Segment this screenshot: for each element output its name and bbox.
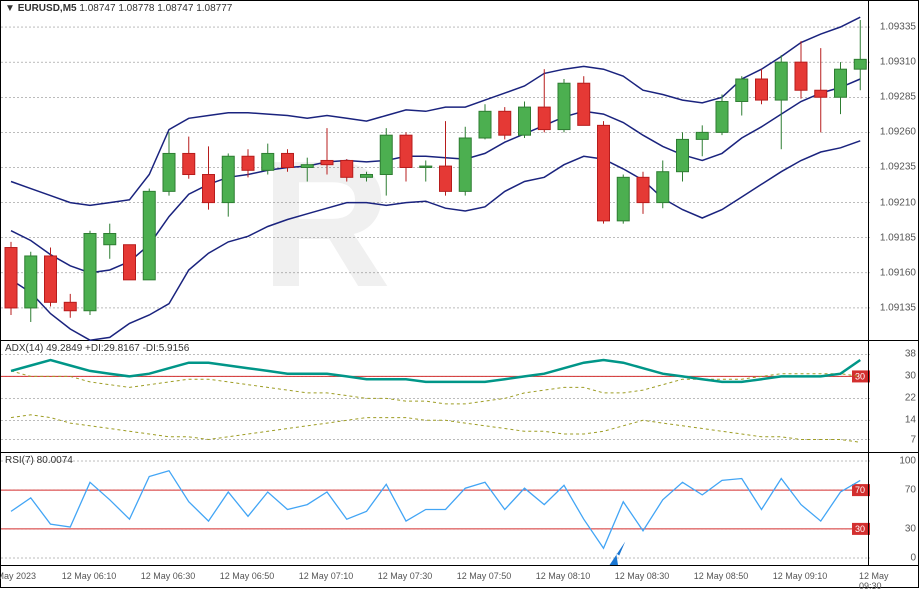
price-panel[interactable]: ▼ EURUSD,M5 1.08747 1.08778 1.08747 1.08…: [1, 1, 918, 341]
xaxis-label: 12 May 08:50: [694, 571, 749, 581]
svg-text:70: 70: [855, 485, 865, 495]
rsi-chart[interactable]: 70 30: [1, 453, 870, 566]
xaxis-label: 12 May 09:30: [859, 571, 899, 591]
svg-text:30: 30: [855, 371, 865, 381]
xaxis-label: 12 May 06:10: [62, 571, 117, 581]
rsi-arrow-icon: [605, 541, 625, 566]
xaxis-label: 12 May 08:30: [615, 571, 670, 581]
price-chart[interactable]: [1, 1, 870, 341]
xaxis-label: 12 May 06:50: [220, 571, 275, 581]
price-yaxis: 1.093351.093101.092851.092601.092351.092…: [868, 1, 918, 340]
svg-text:30: 30: [855, 524, 865, 534]
dropdown-icon[interactable]: ▼: [5, 3, 18, 14]
adx-yaxis: 383022147: [868, 341, 918, 452]
chart-title: ▼ EURUSD,M5 1.08747 1.08778 1.08747 1.08…: [5, 3, 232, 14]
chart-container: R ▼ EURUSD,M5 1.08747 1.08778 1.08747 1.…: [0, 0, 919, 588]
xaxis-label: 12 May 06:30: [141, 571, 196, 581]
adx-title: ADX(14) 49.2849 +DI:29.8167 -DI:5.9156: [5, 343, 189, 354]
xaxis-label: 12 May 07:30: [378, 571, 433, 581]
rsi-panel[interactable]: RSI(7) 80.0074 70 30 10070300: [1, 453, 918, 566]
adx-chart[interactable]: 30: [1, 341, 870, 453]
rsi-yaxis: 10070300: [868, 453, 918, 565]
xaxis-label: 12 May 2023: [0, 571, 36, 581]
xaxis-label: 12 May 08:10: [536, 571, 591, 581]
xaxis-label: 12 May 07:10: [299, 571, 354, 581]
symbol-label: EURUSD,M5: [18, 3, 77, 14]
xaxis-label: 12 May 09:10: [773, 571, 828, 581]
adx-panel[interactable]: ADX(14) 49.2849 +DI:29.8167 -DI:5.9156 3…: [1, 341, 918, 453]
xaxis-label: 12 May 07:50: [457, 571, 512, 581]
rsi-title: RSI(7) 80.0074: [5, 455, 73, 466]
